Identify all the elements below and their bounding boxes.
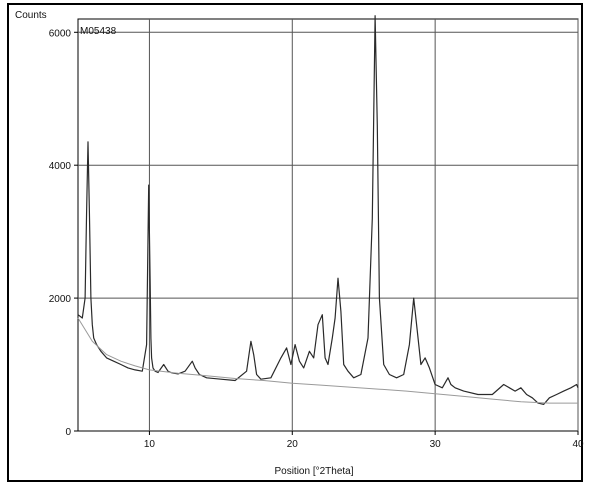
y-tick-label: 4000	[49, 161, 72, 172]
y-axis-title: Counts	[15, 10, 47, 21]
x-tick-label: 30	[430, 439, 442, 450]
sample-label: M05438	[80, 26, 117, 37]
y-tick-label: 2000	[49, 294, 72, 305]
plot-area	[77, 18, 579, 432]
diffraction-pattern-line	[77, 15, 579, 405]
y-tick-label: 6000	[49, 28, 72, 39]
axis-ticks: 10 20 30 40 0 2000 4000 6000	[49, 28, 584, 450]
x-axis-title: Position [°2Theta]	[274, 466, 353, 477]
y-tick-label: 0	[65, 427, 71, 438]
background-curve-line	[77, 317, 578, 404]
x-tick-label: 40	[572, 439, 584, 450]
grid-lines	[78, 19, 579, 431]
series-layer	[77, 15, 579, 405]
x-tick-label: 20	[287, 439, 299, 450]
x-tick-label: 10	[144, 439, 156, 450]
